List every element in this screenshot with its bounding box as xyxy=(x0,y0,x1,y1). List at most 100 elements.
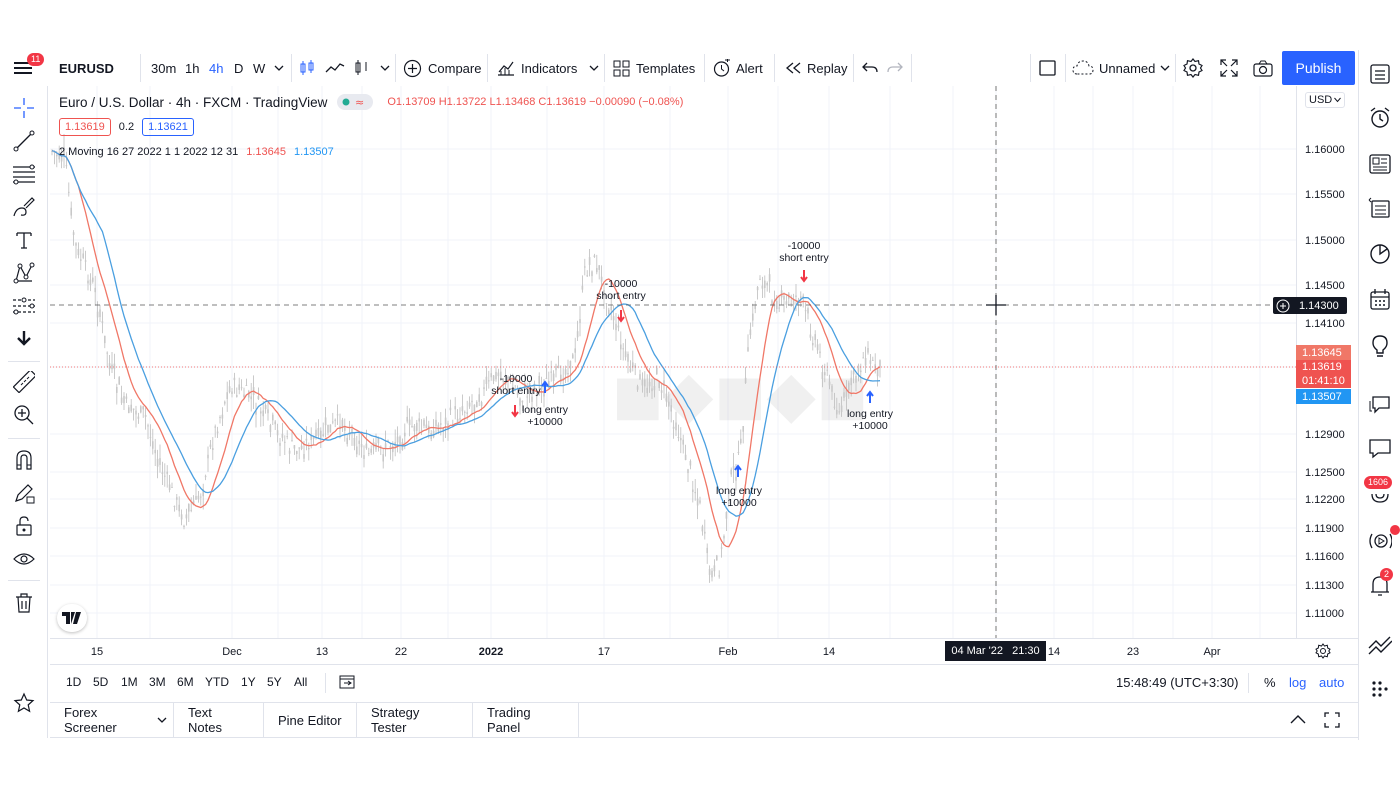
hotlists-button[interactable] xyxy=(1368,196,1392,220)
settings-button[interactable] xyxy=(1183,50,1203,86)
maximize-panel-button[interactable] xyxy=(1324,712,1340,733)
symbol-search[interactable]: EURUSD xyxy=(59,60,114,76)
alert-button[interactable]: Alert xyxy=(712,50,763,86)
add-alert-plus-icon[interactable] xyxy=(1273,298,1293,314)
text-tool[interactable] xyxy=(12,228,36,252)
replay-button[interactable]: Replay xyxy=(785,50,847,86)
notifications-button[interactable]: 2 xyxy=(1368,568,1394,598)
price-axis[interactable]: USD 1.16000 1.15500 1.15000 1.14500 1.14… xyxy=(1296,86,1358,638)
tab-strategy-tester[interactable]: Strategy Tester xyxy=(357,703,473,737)
collapse-panel-button[interactable] xyxy=(1290,712,1306,733)
chart-type-bars[interactable] xyxy=(353,50,371,86)
tab-pine-editor[interactable]: Pine Editor xyxy=(264,703,357,737)
range-3m[interactable]: 3M xyxy=(149,675,166,689)
compare-button[interactable]: Compare xyxy=(403,50,481,86)
zoom-tool[interactable] xyxy=(12,403,36,427)
chart-settings-button[interactable] xyxy=(1315,643,1331,664)
notifications-ideas-button[interactable]: 1606 xyxy=(1364,476,1393,506)
indicators-button[interactable]: Indicators xyxy=(497,50,577,86)
stay-in-drawing-mode-tool[interactable] xyxy=(12,481,36,505)
patterns-tool[interactable] xyxy=(12,261,36,285)
chart-type-line[interactable] xyxy=(325,50,345,86)
more-widgets-button[interactable] xyxy=(1368,677,1392,701)
hide-tools-toggle[interactable] xyxy=(12,326,36,350)
sell-button[interactable]: 1.13619 xyxy=(59,118,111,136)
calendar-panel-button[interactable] xyxy=(1368,242,1392,266)
layout-select-button[interactable] xyxy=(1039,50,1057,86)
chart-type-candles[interactable] xyxy=(298,50,316,86)
clock-timezone[interactable]: 15:48:49 (UTC+3:30) xyxy=(1116,675,1239,690)
templates-button[interactable]: Templates xyxy=(613,50,695,86)
trend-line-tool[interactable] xyxy=(12,129,36,153)
percent-scale-toggle[interactable]: % xyxy=(1264,675,1276,690)
prediction-tool[interactable] xyxy=(12,294,36,318)
broadcast-button[interactable] xyxy=(1368,525,1400,553)
interval-w[interactable]: W xyxy=(253,60,266,76)
measure-tool[interactable] xyxy=(12,370,36,394)
interval-d[interactable]: D xyxy=(234,60,244,76)
tab-forex-screener-label: Forex Screener xyxy=(64,705,117,735)
crosshair-tool[interactable] xyxy=(12,96,36,120)
range-1m[interactable]: 1M xyxy=(121,675,138,689)
snapshot-button[interactable] xyxy=(1253,50,1273,86)
hamburger-icon xyxy=(14,62,32,74)
interval-1h[interactable]: 1h xyxy=(185,60,200,76)
undo-button[interactable] xyxy=(862,50,878,86)
auto-scale-toggle[interactable]: auto xyxy=(1319,675,1345,690)
indicators-dropdown[interactable] xyxy=(589,50,599,86)
ideas-stream-button[interactable] xyxy=(1368,334,1392,358)
trading-ideas-button[interactable] xyxy=(1368,633,1392,657)
range-ytd[interactable]: YTD xyxy=(205,675,229,689)
range-all[interactable]: All xyxy=(294,675,308,689)
interval-30m[interactable]: 30m xyxy=(151,60,177,76)
buy-button[interactable]: 1.13621 xyxy=(142,118,194,136)
svg-text:≈: ≈ xyxy=(355,97,364,107)
interval-4h[interactable]: 4h xyxy=(209,60,224,76)
tradingview-logo[interactable] xyxy=(57,604,87,632)
range-5y[interactable]: 5Y xyxy=(267,675,282,689)
publish-button[interactable]: Publish xyxy=(1282,51,1355,85)
lock-drawings-tool[interactable] xyxy=(12,514,36,538)
trade-label-long-3: long entry +10000 xyxy=(846,408,894,432)
hide-drawings-tool[interactable] xyxy=(12,547,36,571)
indicator-name[interactable]: 2 Moving 16 27 2022 1 1 2022 12 31 xyxy=(59,146,239,158)
layout-name-button[interactable]: Unnamed xyxy=(1072,50,1170,86)
time-tick: 17 xyxy=(597,646,611,658)
range-1y[interactable]: 1Y xyxy=(241,675,256,689)
alerts-panel-button[interactable] xyxy=(1368,106,1392,130)
time-axis[interactable]: 15 Dec 13 22 2022 17 Feb 14 14 23 Apr 04… xyxy=(50,638,1358,664)
market-status-badge[interactable]: ≈ xyxy=(337,94,374,110)
magnet-tool[interactable] xyxy=(12,448,36,472)
favorites-tool[interactable] xyxy=(12,691,36,715)
economic-calendar-button[interactable] xyxy=(1368,287,1392,311)
interval-dropdown[interactable] xyxy=(274,50,284,86)
data-window-button[interactable] xyxy=(1368,152,1392,176)
range-5d[interactable]: 5D xyxy=(93,675,109,689)
range-1d[interactable]: 1D xyxy=(66,675,82,689)
log-scale-toggle[interactable]: log xyxy=(1289,675,1307,690)
currency-selector[interactable]: USD xyxy=(1305,92,1346,108)
hotlist-icon xyxy=(1368,197,1390,218)
long-entry-arrow xyxy=(866,390,874,403)
time-tick: 14 xyxy=(822,646,836,658)
tab-text-notes[interactable]: Text Notes xyxy=(174,703,264,737)
fullscreen-button[interactable] xyxy=(1220,50,1238,86)
price-chart[interactable]: ◼◆◼◆◼ xyxy=(50,86,1296,638)
brush-tool[interactable] xyxy=(12,195,36,219)
chart-type-dropdown[interactable] xyxy=(380,50,390,86)
drawing-toolbar xyxy=(0,86,48,738)
redo-button[interactable] xyxy=(887,50,903,86)
tab-forex-screener[interactable]: Forex Screener xyxy=(50,703,174,737)
chats-button[interactable] xyxy=(1368,392,1392,416)
tab-trading-panel[interactable]: Trading Panel xyxy=(473,703,579,737)
streams-button[interactable] xyxy=(1368,436,1392,460)
price-tick: 1.15000 xyxy=(1305,235,1345,247)
range-6m[interactable]: 6M xyxy=(177,675,194,689)
remove-drawings-tool[interactable] xyxy=(12,591,36,615)
fib-tool[interactable] xyxy=(12,162,36,186)
main-menu-button[interactable]: 11 xyxy=(13,50,45,86)
price-tick: 1.12200 xyxy=(1305,494,1345,506)
watchlist-button[interactable] xyxy=(1368,62,1392,86)
go-to-date-button[interactable] xyxy=(339,674,355,693)
